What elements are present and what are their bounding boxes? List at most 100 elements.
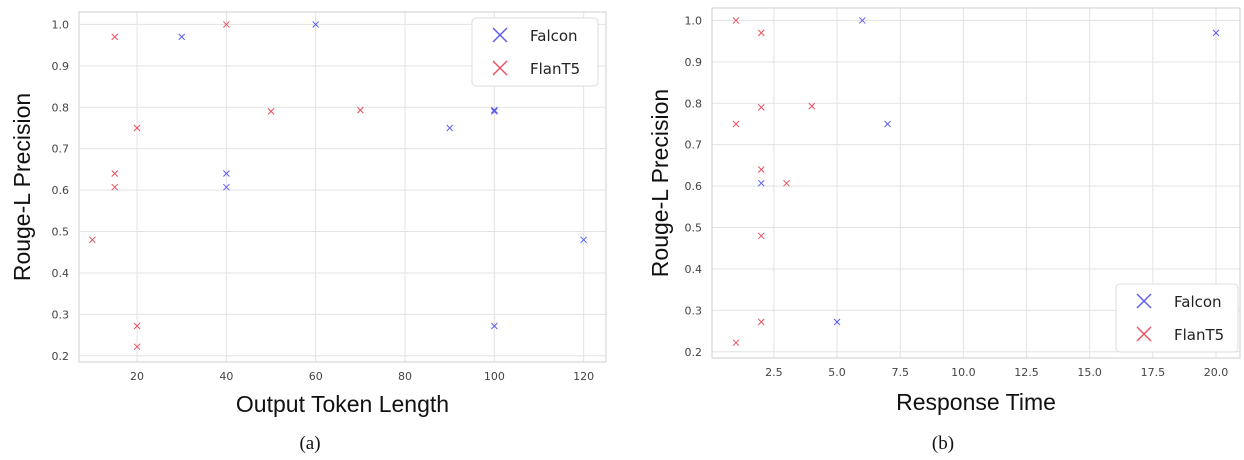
chart-a-point-flant5 bbox=[133, 124, 141, 132]
chart-a-point-falcon-stroke-b bbox=[490, 322, 498, 330]
chart-b-point-flant5-stroke-b bbox=[732, 339, 740, 347]
chart-a-point-flant5 bbox=[89, 236, 96, 244]
chart-b-point-flant5-stroke-b bbox=[757, 232, 765, 240]
chart-a-caption: (a) bbox=[299, 433, 320, 454]
chart-b-point-flant5 bbox=[732, 120, 740, 128]
chart-b-y-tick-label: 0.5 bbox=[685, 222, 703, 235]
chart-b-y-tick-label: 0.4 bbox=[685, 263, 703, 276]
chart-a-point-falcon-stroke-b bbox=[223, 170, 230, 177]
chart-b-series-falcon bbox=[757, 17, 1220, 326]
chart-a-legend-marker-flant5 bbox=[492, 60, 508, 76]
chart-a-point-flant5 bbox=[133, 322, 141, 330]
chart-a-point-flant5-stroke-b bbox=[111, 183, 119, 191]
chart-b-x-tick-label: 15.0 bbox=[1077, 366, 1102, 379]
chart-b-point-falcon-stroke-b bbox=[1212, 29, 1220, 37]
chart-a-y-tick-label: 0.2 bbox=[52, 350, 70, 363]
chart-a-x-tick-label: 20 bbox=[130, 370, 144, 383]
chart-a-y-axis-title: Rouge-L Precision bbox=[9, 93, 35, 281]
chart-b-y-tick-label: 0.6 bbox=[685, 180, 703, 193]
chart-a-legend-marker-flant5-stroke-b bbox=[492, 60, 508, 76]
chart-a-y-tick-label: 0.9 bbox=[52, 60, 70, 73]
chart-a-legend-marker-falcon-stroke-b bbox=[492, 27, 508, 43]
chart-a-x-tick-label: 40 bbox=[219, 370, 233, 383]
chart-a-y-tick-label: 0.5 bbox=[52, 226, 70, 239]
chart-b-point-flant5 bbox=[757, 166, 765, 173]
chart-a-point-flant5-stroke-b bbox=[357, 106, 364, 114]
chart-b-legend-marker-falcon-stroke-b bbox=[1136, 293, 1152, 309]
chart-b-point-flant5 bbox=[808, 102, 816, 110]
chart-b-point-flant5-stroke-b bbox=[732, 17, 740, 24]
chart-a-point-falcon bbox=[446, 124, 454, 132]
chart-b-point-flant5-stroke-b bbox=[757, 318, 765, 326]
chart-a-x-tick-label: 100 bbox=[484, 370, 505, 383]
chart-b-point-flant5-stroke-b bbox=[783, 179, 790, 187]
chart-a-point-flant5-stroke-b bbox=[133, 322, 141, 330]
chart-b-point-flant5 bbox=[757, 232, 765, 240]
chart-a-point-flant5-stroke-b bbox=[223, 21, 230, 28]
chart-b-point-flant5 bbox=[757, 104, 765, 111]
chart-a-point-falcon bbox=[490, 108, 498, 115]
chart-b-y-tick-label: 0.2 bbox=[685, 346, 703, 359]
chart-b-point-flant5 bbox=[732, 17, 740, 24]
chart-a-point-flant5-stroke-b bbox=[111, 170, 119, 177]
chart-b-point-falcon bbox=[1212, 29, 1220, 37]
chart-a-x-tick-label: 60 bbox=[309, 370, 323, 383]
chart-a-series-falcon bbox=[178, 21, 588, 330]
chart-b-point-flant5 bbox=[732, 339, 740, 347]
chart-b-x-tick-label: 5.0 bbox=[828, 366, 846, 379]
chart-b-y-tick-label: 0.3 bbox=[685, 304, 703, 317]
chart-a-legend-label-falcon: Falcon bbox=[530, 27, 578, 45]
chart-a-point-flant5 bbox=[357, 106, 364, 114]
chart-a-y-tick-label: 1.0 bbox=[52, 18, 70, 31]
chart-a-point-flant5-stroke-b bbox=[133, 343, 141, 351]
chart-b-point-falcon bbox=[833, 318, 841, 326]
chart-b-caption: (b) bbox=[932, 433, 954, 454]
chart-a-point-falcon-stroke-b bbox=[446, 124, 454, 132]
chart-a-y-tick-label: 0.7 bbox=[52, 143, 70, 156]
chart-a-point-falcon bbox=[223, 183, 230, 191]
chart-a-y-tick-label: 0.6 bbox=[52, 184, 70, 197]
chart-b-y-tick-label: 0.8 bbox=[685, 97, 703, 110]
chart-a-point-flant5 bbox=[111, 183, 119, 191]
chart-b-x-tick-label: 20.0 bbox=[1204, 366, 1229, 379]
chart-a-point-flant5 bbox=[111, 33, 119, 41]
chart-b-point-falcon bbox=[757, 179, 765, 187]
chart-a-x-tick-label: 80 bbox=[398, 370, 412, 383]
chart-a-legend-label-flant5: FlanT5 bbox=[530, 60, 580, 78]
chart-b-x-tick-label: 12.5 bbox=[1014, 366, 1039, 379]
chart-b-legend-marker-falcon bbox=[1136, 293, 1152, 309]
chart-a-point-flant5 bbox=[133, 343, 141, 351]
chart-b-plot-frame bbox=[711, 7, 1241, 359]
chart-a-legend: Falcon FlanT5 bbox=[471, 17, 599, 87]
chart-a-point-flant5-stroke-b bbox=[111, 33, 119, 41]
chart-b-x-tick-label: 7.5 bbox=[891, 366, 909, 379]
chart-a: 20 40 60 80 100 120 0.2 0.3 0.4 0.5 0.6 0.7 0.8 0.9 1.… bbox=[9, 11, 607, 454]
chart-b-point-falcon-stroke-b bbox=[884, 120, 891, 128]
chart-b-point-falcon-stroke-b bbox=[833, 318, 841, 326]
chart-a-point-falcon bbox=[312, 21, 320, 28]
chart-b-legend-box bbox=[1115, 283, 1239, 353]
chart-b-series-flant5 bbox=[732, 17, 816, 347]
chart-b-y-tick-label: 1.0 bbox=[685, 14, 703, 27]
chart-a-point-flant5-stroke-b bbox=[133, 124, 141, 132]
chart-a-point-flant5-stroke-b bbox=[89, 236, 96, 244]
chart-a-point-flant5-stroke-b bbox=[267, 108, 275, 115]
chart-a-point-falcon bbox=[490, 322, 498, 330]
chart-b-legend-label-flant5: FlanT5 bbox=[1174, 326, 1224, 344]
chart-a-point-falcon bbox=[580, 236, 588, 244]
chart-b-y-tick-label: 0.9 bbox=[685, 56, 703, 69]
chart-a-plot-frame bbox=[78, 11, 607, 363]
chart-a-x-axis-title: Output Token Length bbox=[236, 391, 449, 417]
chart-b-point-flant5 bbox=[783, 179, 790, 187]
chart-a-series-flant5 bbox=[89, 21, 364, 351]
chart-b-point-falcon-stroke-b bbox=[757, 179, 765, 187]
chart-b-point-falcon-stroke-b bbox=[858, 17, 866, 24]
chart-b-point-flant5-stroke-b bbox=[732, 120, 740, 128]
chart-a-point-falcon-stroke-b bbox=[490, 106, 498, 114]
chart-b-legend-label-falcon: Falcon bbox=[1174, 293, 1222, 311]
chart-a-point-falcon-stroke-b bbox=[223, 183, 230, 191]
chart-a-point-falcon-stroke-b bbox=[312, 21, 320, 28]
chart-b-x-tick-label: 2.5 bbox=[765, 366, 783, 379]
chart-b: 2.5 5.0 7.5 10.0 12.5 15.0 17.5 20.0 0.2 0.3 0.4 0.… bbox=[647, 7, 1241, 454]
